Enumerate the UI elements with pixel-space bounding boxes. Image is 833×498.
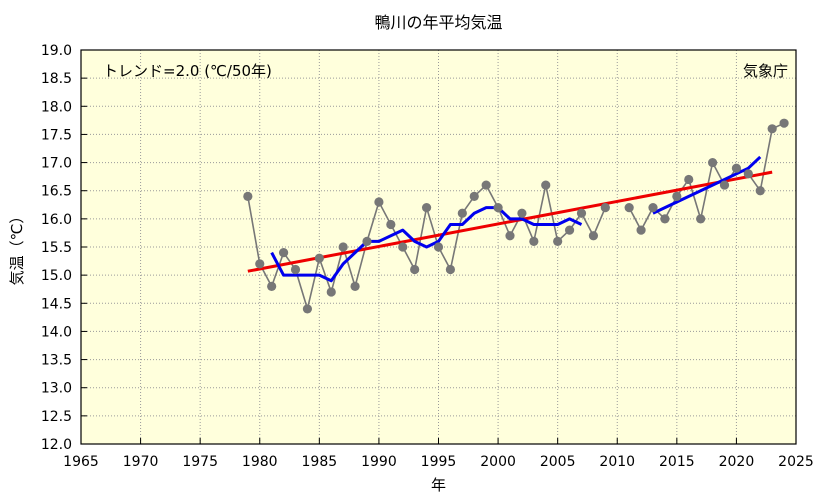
x-tick-label: 1970 <box>123 454 159 470</box>
x-tick-label: 2025 <box>778 454 814 470</box>
annual-temperature-point <box>267 281 277 291</box>
annual-temperature-point <box>660 214 670 224</box>
annual-temperature-point <box>421 203 432 213</box>
y-tick-label: 14.0 <box>41 324 72 340</box>
y-tick-label: 12.0 <box>41 437 72 453</box>
annual-temperature-point <box>338 242 348 252</box>
annual-temperature-point <box>755 186 765 196</box>
y-tick-label: 18.0 <box>41 99 72 115</box>
moving-average-line <box>652 155 762 215</box>
x-tick-label: 1990 <box>361 454 397 470</box>
ticks: 1965 1970 1975 1980 1985 1990 1995 2000 2005 2010… <box>41 43 814 470</box>
annual-temperature-point <box>243 191 253 201</box>
x-tick-label: 1965 <box>63 454 99 470</box>
annual-temperature-point <box>707 157 718 168</box>
annual-temperature-point <box>505 231 515 241</box>
annual-temperature-point <box>541 180 551 190</box>
annual-temperature-point <box>445 264 456 275</box>
x-tick-label: 2005 <box>540 454 576 470</box>
series-layer <box>243 118 789 314</box>
annual-temperature-point <box>255 259 265 269</box>
y-tick-label: 13.5 <box>41 353 72 369</box>
annual-temperature-point <box>326 287 336 297</box>
annual-temperature-point <box>410 264 420 275</box>
trend-line <box>247 170 773 273</box>
annual-temperature-point <box>731 163 742 173</box>
annual-temperature-point <box>648 203 658 213</box>
annual-temperature-point <box>374 197 384 207</box>
trend-annotation: トレンド=2.0 (℃/50年) <box>103 62 272 80</box>
annual-temperature-point <box>290 264 301 275</box>
annual-temperature-point <box>719 180 730 190</box>
y-tick-label: 12.5 <box>41 409 72 425</box>
x-tick-label: 2015 <box>659 454 695 470</box>
y-tick-label: 13.0 <box>41 381 72 397</box>
annual-temperature-point <box>350 281 360 291</box>
annual-temperature-point <box>517 208 527 218</box>
y-tick-label: 16.0 <box>41 212 72 228</box>
annual-temperature-point <box>386 219 396 230</box>
annual-temperature-point <box>433 242 444 252</box>
x-tick-label: 1980 <box>242 454 278 470</box>
annual-temperature-point <box>636 225 646 235</box>
x-tick-label: 1985 <box>302 454 338 470</box>
annual-temperature-point <box>564 225 575 235</box>
annual-temperature-point <box>278 248 289 258</box>
y-tick-label: 17.0 <box>41 156 72 172</box>
annual-temperature-point <box>767 124 777 134</box>
y-tick-label: 17.5 <box>41 127 72 143</box>
annual-temperature-point <box>302 304 313 314</box>
annual-temperature-point <box>779 118 789 128</box>
x-tick-label: 2020 <box>719 454 755 470</box>
annual-temperature-point <box>362 236 372 246</box>
annual-temperature-point <box>481 180 491 190</box>
x-tick-label: 1995 <box>421 454 457 470</box>
y-tick-label: 16.5 <box>41 184 72 200</box>
annual-temperature-point <box>672 191 682 201</box>
moving-average-line <box>270 206 583 283</box>
annual-temperature-point <box>576 208 587 218</box>
annual-temperature-point <box>600 203 610 213</box>
annual-temperature-point <box>469 191 479 201</box>
x-tick-label: 2000 <box>480 454 516 470</box>
annual-temperature-point <box>696 214 706 224</box>
annual-temperature-point <box>457 208 467 218</box>
x-tick-label: 2010 <box>599 454 635 470</box>
source-label: 気象庁 <box>743 62 788 80</box>
x-tick-label: 1975 <box>182 454 218 470</box>
y-axis-title: 気温（℃） <box>8 209 26 286</box>
y-tick-label: 15.0 <box>41 268 72 284</box>
annual-temperature-point <box>624 203 634 213</box>
annual-temperature-point <box>588 231 599 241</box>
annual-temperature-point <box>314 253 324 263</box>
annual-temperature-point <box>493 203 503 213</box>
annual-temperature-point <box>743 169 753 179</box>
annual-temperature-point <box>398 242 408 252</box>
annual-temperature-point <box>684 174 694 185</box>
y-tick-label: 18.5 <box>41 71 72 87</box>
y-tick-label: 19.0 <box>41 43 72 59</box>
annual-temperature-point <box>553 236 563 246</box>
chart-title: 鴨川の年平均気温 <box>374 13 502 32</box>
annual-temperature-point <box>529 236 539 246</box>
x-axis-title: 年 <box>431 476 446 494</box>
y-tick-label: 14.5 <box>41 296 72 312</box>
y-tick-label: 15.5 <box>41 240 72 256</box>
